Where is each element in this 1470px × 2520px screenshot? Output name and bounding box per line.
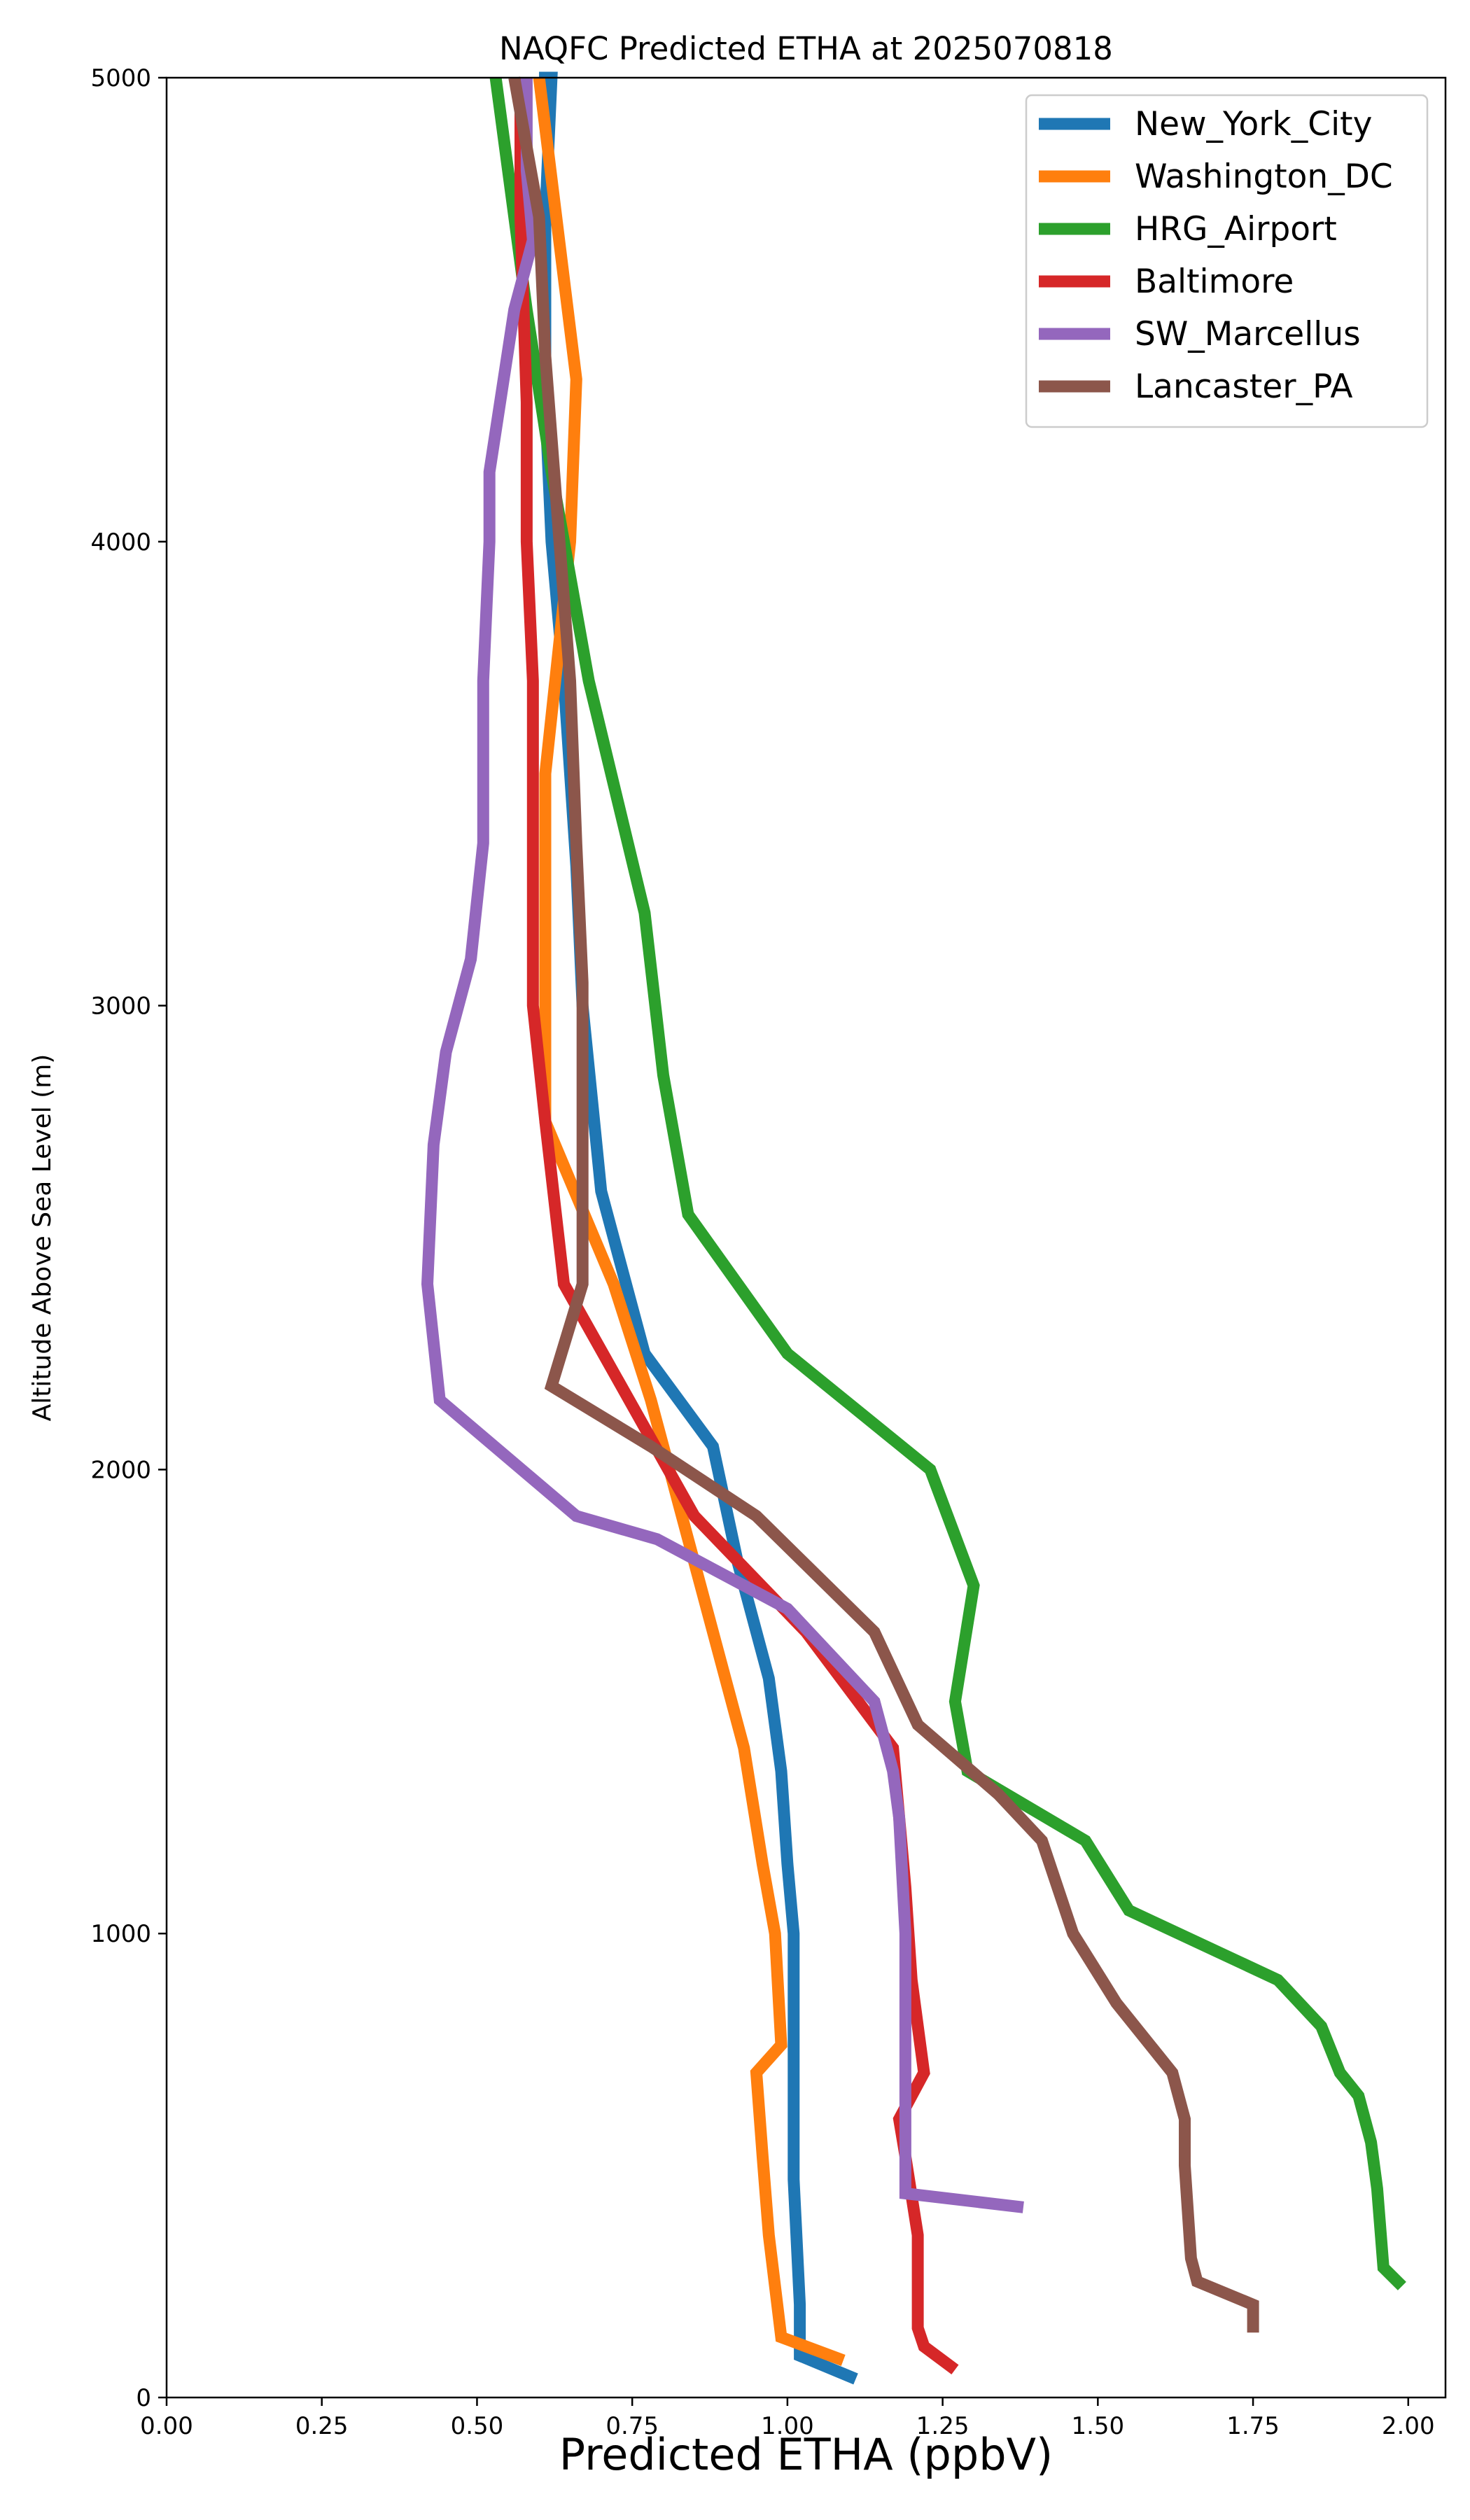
x-tick-label: 1.25 bbox=[916, 2412, 969, 2440]
y-tick-label: 2000 bbox=[90, 1456, 151, 1484]
x-axis: 0.00 0.25 0.50 0.75 1.00 1.25 1.50 1.75 2.00 bbox=[140, 2398, 1435, 2440]
x-tick-label: 1.00 bbox=[761, 2412, 814, 2440]
x-tick-label: 0.25 bbox=[295, 2412, 349, 2440]
y-tick-label: 4000 bbox=[90, 528, 151, 556]
series-line-lancaster-pa bbox=[508, 76, 1259, 2333]
legend-label: Washington_DC bbox=[1135, 158, 1393, 196]
x-tick-label: 1.75 bbox=[1226, 2412, 1280, 2440]
series-line-sw-marcellus bbox=[421, 78, 1024, 2213]
y-tick-label: 3000 bbox=[90, 993, 151, 1021]
plot-frame bbox=[165, 76, 1447, 2399]
legend-box bbox=[1025, 94, 1429, 428]
x-tick-label: 1.50 bbox=[1071, 2412, 1124, 2440]
x-tick-label: 0.50 bbox=[451, 2412, 504, 2440]
y-tick-label: 0 bbox=[136, 2384, 151, 2412]
legend-label: Lancaster_PA bbox=[1135, 368, 1353, 406]
y-axis-title: Altitude Above Sea Level (m) bbox=[28, 1054, 57, 1422]
legend-label: SW_Marcellus bbox=[1135, 315, 1361, 354]
x-tick-label: 0.75 bbox=[606, 2412, 659, 2440]
x-tick-label: 0.00 bbox=[140, 2412, 193, 2440]
y-tick-label: 1000 bbox=[90, 1920, 151, 1948]
x-tick-label: 2.00 bbox=[1382, 2412, 1435, 2440]
series-line-hrg-airport bbox=[489, 76, 1406, 2290]
x-axis-title: Predicted ETHA (ppbV) bbox=[559, 2429, 1053, 2480]
legend-label: Baltimore bbox=[1135, 262, 1294, 301]
series-line-washington-dc bbox=[533, 76, 846, 2366]
chart-title: NAQFC Predicted ETHA at 2025070818 bbox=[499, 30, 1113, 67]
legend: New_York_City Washington_DC HRG_Airport Bal… bbox=[1025, 94, 1429, 428]
y-tick-label: 5000 bbox=[90, 64, 151, 92]
y-axis: 0 1000 2000 3000 4000 5000 bbox=[90, 64, 167, 2412]
legend-label: HRG_Airport bbox=[1135, 210, 1337, 248]
legend-label: New_York_City bbox=[1135, 105, 1372, 144]
series-layer bbox=[421, 71, 1406, 2385]
